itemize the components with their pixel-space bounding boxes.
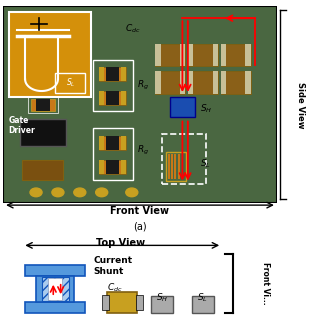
FancyBboxPatch shape — [9, 12, 91, 97]
FancyBboxPatch shape — [121, 160, 126, 174]
FancyBboxPatch shape — [99, 160, 126, 174]
FancyBboxPatch shape — [25, 265, 85, 276]
Text: Side View: Side View — [296, 82, 305, 128]
FancyBboxPatch shape — [170, 97, 195, 116]
FancyBboxPatch shape — [22, 160, 63, 180]
Text: $S_L$: $S_L$ — [197, 291, 208, 304]
FancyBboxPatch shape — [99, 136, 126, 150]
FancyBboxPatch shape — [221, 44, 226, 67]
Circle shape — [74, 188, 86, 197]
FancyBboxPatch shape — [36, 276, 74, 302]
Text: $C_{dc}$: $C_{dc}$ — [125, 22, 141, 35]
Text: $S_L$: $S_L$ — [200, 157, 211, 170]
FancyBboxPatch shape — [155, 71, 185, 94]
FancyBboxPatch shape — [121, 91, 126, 105]
Text: $C_{dc}$: $C_{dc}$ — [107, 282, 123, 294]
FancyBboxPatch shape — [3, 6, 277, 203]
FancyBboxPatch shape — [155, 44, 185, 67]
Text: (a): (a) — [133, 221, 147, 231]
FancyBboxPatch shape — [188, 44, 193, 67]
FancyBboxPatch shape — [106, 160, 119, 174]
Circle shape — [30, 188, 42, 197]
FancyBboxPatch shape — [106, 68, 119, 81]
FancyBboxPatch shape — [36, 123, 50, 134]
FancyBboxPatch shape — [102, 295, 108, 310]
FancyBboxPatch shape — [107, 292, 137, 313]
FancyBboxPatch shape — [212, 44, 218, 67]
FancyBboxPatch shape — [48, 277, 62, 300]
FancyBboxPatch shape — [99, 91, 126, 105]
Text: $S_H$: $S_H$ — [156, 291, 168, 304]
FancyBboxPatch shape — [221, 44, 251, 67]
FancyBboxPatch shape — [31, 99, 55, 111]
FancyBboxPatch shape — [99, 91, 104, 105]
FancyBboxPatch shape — [106, 91, 119, 105]
FancyBboxPatch shape — [178, 154, 180, 179]
Text: $S_L$: $S_L$ — [66, 76, 76, 89]
Circle shape — [52, 188, 64, 197]
FancyBboxPatch shape — [155, 71, 161, 94]
FancyBboxPatch shape — [151, 296, 173, 313]
FancyBboxPatch shape — [168, 154, 170, 179]
FancyBboxPatch shape — [31, 123, 55, 134]
FancyBboxPatch shape — [99, 68, 104, 81]
FancyBboxPatch shape — [188, 44, 218, 67]
Circle shape — [126, 188, 138, 197]
Text: Front Vi...: Front Vi... — [261, 262, 270, 305]
Text: $R_g$: $R_g$ — [137, 143, 149, 156]
FancyBboxPatch shape — [188, 71, 218, 94]
FancyBboxPatch shape — [20, 119, 66, 146]
FancyBboxPatch shape — [180, 71, 185, 94]
FancyBboxPatch shape — [171, 154, 173, 179]
FancyBboxPatch shape — [25, 302, 85, 313]
Text: $S_H$: $S_H$ — [200, 102, 212, 115]
FancyBboxPatch shape — [155, 44, 161, 67]
FancyBboxPatch shape — [42, 277, 69, 301]
FancyBboxPatch shape — [121, 68, 126, 81]
FancyBboxPatch shape — [192, 296, 214, 313]
FancyBboxPatch shape — [221, 71, 251, 94]
FancyBboxPatch shape — [245, 44, 251, 67]
Text: Top View: Top View — [96, 238, 145, 248]
FancyBboxPatch shape — [245, 71, 251, 94]
FancyBboxPatch shape — [180, 44, 185, 67]
Text: Gate
Driver: Gate Driver — [9, 116, 36, 135]
FancyBboxPatch shape — [106, 136, 119, 150]
FancyBboxPatch shape — [99, 68, 126, 81]
FancyBboxPatch shape — [36, 99, 50, 111]
Text: Current
Shunt: Current Shunt — [93, 256, 132, 276]
Text: $R_g$: $R_g$ — [137, 79, 149, 92]
FancyBboxPatch shape — [136, 295, 143, 310]
Circle shape — [96, 188, 108, 197]
FancyBboxPatch shape — [221, 71, 226, 94]
Text: Front View: Front View — [110, 206, 170, 216]
FancyBboxPatch shape — [121, 136, 126, 150]
FancyBboxPatch shape — [174, 154, 176, 179]
FancyBboxPatch shape — [188, 71, 193, 94]
FancyBboxPatch shape — [212, 71, 218, 94]
FancyBboxPatch shape — [99, 160, 104, 174]
FancyBboxPatch shape — [99, 136, 104, 150]
